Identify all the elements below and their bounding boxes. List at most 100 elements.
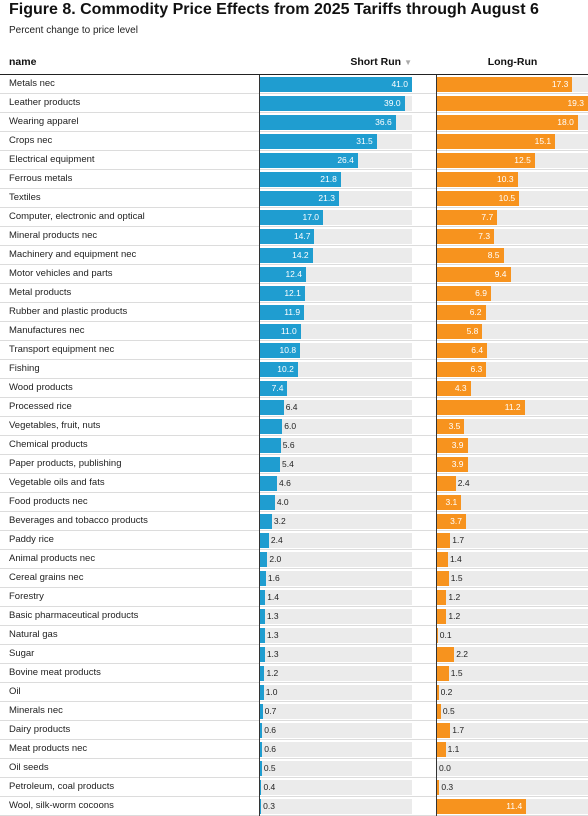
table-row: Electrical equipment 26.4 12.5: [0, 151, 588, 170]
table-row: Fishing 10.2 6.3: [0, 360, 588, 379]
short-run-value-label: 36.6: [375, 117, 392, 127]
long-run-track: 3.9: [437, 457, 588, 472]
long-run-track: 1.5: [437, 666, 588, 681]
table-row: Natural gas 1.3 0.1: [0, 626, 588, 645]
row-divider: [0, 587, 588, 588]
long-run-track: 0.2: [437, 685, 588, 700]
short-run-bar: [260, 704, 263, 719]
long-run-bar: [437, 267, 511, 282]
short-run-track: 5.4: [260, 457, 412, 472]
row-divider: [0, 454, 588, 455]
long-run-value-label: 2.4: [457, 478, 470, 488]
row-divider: [0, 473, 588, 474]
table-row: Metal products 12.1 6.9: [0, 284, 588, 303]
category-label: Paper products, publishing: [9, 458, 122, 469]
table-row: Leather products 39.0 19.3: [0, 94, 588, 113]
short-run-value-label: 12.1: [284, 288, 301, 298]
short-run-value-label: 1.0: [265, 687, 278, 697]
long-run-value-label: 19.3: [567, 98, 584, 108]
long-run-track: 0.1: [437, 628, 588, 643]
table-row: Processed rice 6.4 11.2: [0, 398, 588, 417]
short-run-value-label: 10.2: [277, 364, 294, 374]
short-run-value-label: 3.2: [273, 516, 286, 526]
table-row: Crops nec 31.5 15.1: [0, 132, 588, 151]
row-divider: [0, 568, 588, 569]
long-run-track: 3.1: [437, 495, 588, 510]
row-divider: [0, 340, 588, 341]
short-run-bar: [260, 286, 305, 301]
long-run-track: 0.3: [437, 780, 588, 795]
long-run-bar: [437, 533, 451, 548]
row-divider: [0, 416, 588, 417]
row-divider: [0, 720, 588, 721]
short-run-bar: [260, 267, 306, 282]
category-label: Sugar: [9, 648, 35, 659]
long-run-value-label: 17.3: [551, 79, 569, 89]
short-run-track: 31.5: [260, 134, 412, 149]
category-label: Machinery and equipment nec: [9, 249, 137, 260]
category-label: Animal products nec: [9, 553, 96, 564]
row-divider: [0, 549, 588, 550]
long-run-value-label: 3.7: [450, 516, 462, 526]
long-run-value-label: 6.3: [470, 364, 483, 374]
long-run-value-label: 1.2: [448, 611, 461, 621]
category-label: Metal products: [9, 287, 72, 298]
table-row: Computer, electronic and optical 17.0 7.7: [0, 208, 588, 227]
long-run-track: 0.0: [437, 761, 588, 776]
short-run-track: 36.6: [260, 115, 412, 130]
short-run-track: 17.0: [260, 210, 412, 225]
short-run-value-label: 10.8: [279, 345, 297, 355]
short-run-bar: [260, 666, 265, 681]
long-run-bar: [437, 324, 483, 339]
row-divider: [0, 796, 588, 797]
long-run-bar: [437, 115, 578, 130]
long-run-bar: [437, 362, 487, 377]
table-row: Wood products 7.4 4.3: [0, 379, 588, 398]
short-run-bar: [260, 77, 412, 92]
short-run-bar: [260, 457, 281, 472]
long-run-bar: [437, 286, 491, 301]
column-header-short-run-label: Short Run: [350, 56, 402, 68]
table-row: Minerals nec 0.7 0.5: [0, 702, 588, 721]
short-run-value-label: 12.4: [285, 269, 302, 279]
category-label: Oil: [9, 686, 21, 697]
table-row: Forestry 1.4 1.2: [0, 588, 588, 607]
long-run-value-label: 11.2: [504, 402, 521, 412]
category-label: Fishing: [9, 363, 40, 374]
table-row: Sugar 1.3 2.2: [0, 645, 588, 664]
short-run-bar: [260, 419, 283, 434]
table-row: Meat products nec 0.6 1.1: [0, 740, 588, 759]
long-run-track: 5.8: [437, 324, 588, 339]
table-row: Textiles 21.3 10.5: [0, 189, 588, 208]
short-run-track: 0.6: [260, 742, 412, 757]
category-label: Leather products: [9, 97, 81, 108]
long-run-value-label: 7.7: [481, 212, 494, 222]
long-run-bar: [437, 590, 447, 605]
column-header-name[interactable]: name: [9, 56, 36, 68]
long-run-value-label: 10.3: [497, 174, 514, 184]
column-header-long-run[interactable]: Long-Run: [437, 56, 588, 68]
short-run-track: 0.7: [260, 704, 412, 719]
long-run-track: 11.4: [437, 799, 588, 814]
row-divider: [0, 150, 588, 151]
category-label: Motor vehicles and parts: [9, 268, 113, 279]
long-run-value-label: 6.4: [471, 345, 484, 355]
row-divider: [0, 511, 588, 512]
long-run-bar: [437, 210, 498, 225]
header-divider: [0, 74, 588, 75]
category-label: Computer, electronic and optical: [9, 211, 145, 222]
category-label: Chemical products: [9, 439, 88, 450]
long-run-track: 6.2: [437, 305, 588, 320]
category-label: Petroleum, coal products: [9, 781, 115, 792]
long-run-bar: [437, 723, 451, 738]
long-run-track: 1.2: [437, 590, 588, 605]
category-label: Ferrous metals: [9, 173, 73, 184]
table-row: Paper products, publishing 5.4 3.9: [0, 455, 588, 474]
long-run-bar: [437, 571, 449, 586]
short-run-bar: [260, 761, 262, 776]
category-label: Wood products: [9, 382, 73, 393]
row-divider: [0, 188, 588, 189]
column-header-short-run[interactable]: Short Run ▼: [259, 56, 412, 68]
long-run-bar: [437, 77, 573, 92]
short-run-track: 41.0: [260, 77, 412, 92]
